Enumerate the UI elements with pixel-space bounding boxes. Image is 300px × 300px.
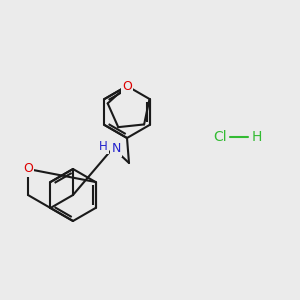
Text: O: O bbox=[23, 163, 33, 176]
Text: H: H bbox=[99, 140, 107, 152]
Text: O: O bbox=[122, 80, 132, 92]
Text: Cl: Cl bbox=[213, 130, 227, 144]
Text: N: N bbox=[111, 142, 121, 155]
Text: H: H bbox=[252, 130, 262, 144]
